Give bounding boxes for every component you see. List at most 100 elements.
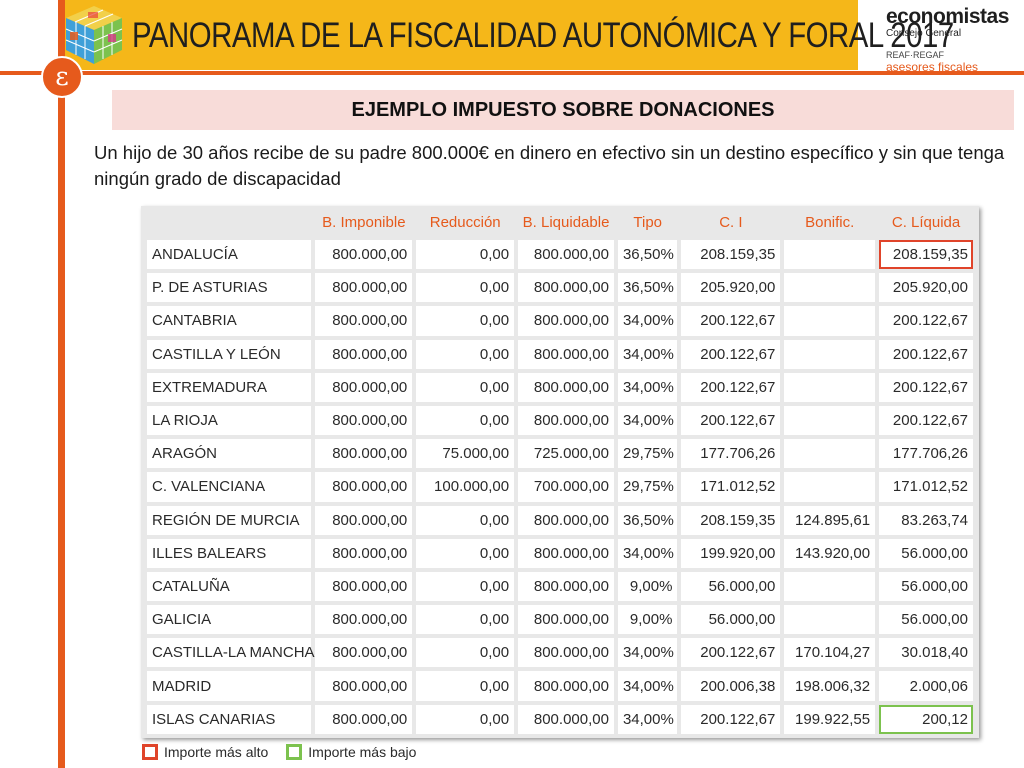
brand-tagline: asesores fiscales [886, 60, 979, 74]
legend-low-label: Importe más bajo [308, 744, 417, 760]
value-cell [784, 405, 876, 436]
value-cell: 124.895,61 [784, 505, 876, 535]
value-cell: 34,00% [617, 538, 678, 568]
value-cell: 800.000,00 [315, 605, 413, 635]
value-cell: 700.000,00 [518, 472, 614, 502]
region-cell: CANTABRIA [147, 306, 312, 336]
value-cell: 200.122,67 [879, 372, 973, 402]
value-cell [784, 240, 876, 270]
value-cell: 200.122,67 [681, 372, 781, 402]
value-cell: 205.920,00 [879, 273, 973, 303]
value-cell: 0,00 [416, 505, 515, 535]
value-cell: 800.000,00 [518, 638, 614, 668]
column-header-4: Tipo [617, 208, 678, 236]
value-cell: 36,50% [617, 273, 678, 303]
value-cell: 208.159,35 [681, 240, 781, 270]
value-cell: 34,00% [617, 306, 678, 336]
table-row: ILLES BALEARS 800.000,00 0,00 800.000,00 34,… [147, 538, 973, 568]
value-cell: 800.000,00 [315, 306, 413, 336]
value-cell: 199.920,00 [681, 538, 781, 568]
value-cell: 208.159,35 [681, 505, 781, 535]
section-title: EJEMPLO IMPUESTO SOBRE DONACIONES [112, 90, 1014, 130]
value-cell: 36,50% [617, 505, 678, 535]
brand-name: economistas [886, 5, 1009, 28]
value-cell: 800.000,00 [518, 339, 614, 369]
legend-low-swatch [286, 744, 303, 760]
value-cell: 34,00% [617, 372, 678, 402]
value-cell: 0,00 [416, 538, 515, 568]
column-header-5: C. I [681, 208, 781, 236]
value-cell: 0,00 [416, 704, 515, 734]
value-cell: 198.006,32 [784, 671, 876, 701]
left-rule [58, 0, 65, 768]
value-cell: 9,00% [617, 571, 678, 602]
value-cell [784, 306, 876, 336]
header-banner [58, 0, 858, 70]
value-cell: 34,00% [617, 339, 678, 369]
region-cell: ILLES BALEARS [147, 538, 312, 568]
region-cell: ARAGÓN [147, 439, 312, 469]
value-cell: 0,00 [416, 306, 515, 336]
column-header-0 [147, 208, 312, 236]
table-row: CASTILLA Y LEÓN 800.000,00 0,00 800.000,00 3… [147, 339, 973, 369]
header-divider [0, 71, 1024, 75]
value-cell: 2.000,06 [879, 671, 973, 701]
donations-table: B. Imponible Reducción B. Liquidable Tipo C.… [143, 204, 977, 738]
value-cell: 800.000,00 [518, 273, 614, 303]
value-cell: 800.000,00 [315, 405, 413, 436]
value-cell: 200.122,67 [681, 638, 781, 668]
legend: Importe más alto Importe más bajo [142, 744, 434, 760]
value-cell: 800.000,00 [315, 571, 413, 602]
value-cell: 29,75% [617, 472, 678, 502]
value-cell: 56.000,00 [879, 571, 973, 602]
value-cell: 800.000,00 [315, 240, 413, 270]
value-cell: 800.000,00 [518, 405, 614, 436]
value-cell: 200.122,67 [681, 704, 781, 734]
value-cell: 34,00% [617, 405, 678, 436]
region-cell: MADRID [147, 671, 312, 701]
value-cell: 0,00 [416, 240, 515, 270]
value-cell: 200.122,67 [879, 339, 973, 369]
value-cell: 800.000,00 [315, 439, 413, 469]
value-cell: 56.000,00 [681, 605, 781, 635]
value-cell: 800.000,00 [315, 273, 413, 303]
value-cell: 800.000,00 [518, 240, 614, 270]
value-cell: 0,00 [416, 372, 515, 402]
value-cell: 34,00% [617, 704, 678, 734]
table-row: C. VALENCIANA 800.000,00 100.000,00 700.000… [147, 472, 973, 502]
value-cell: 34,00% [617, 671, 678, 701]
legend-high-swatch [142, 744, 158, 760]
donations-table-panel: B. Imponible Reducción B. Liquidable Tipo C.… [141, 206, 979, 738]
column-header-6: Bonific. [784, 208, 876, 236]
table-header-row: B. Imponible Reducción B. Liquidable Tipo C.… [147, 208, 973, 236]
region-cell: EXTREMADURA [147, 372, 312, 402]
table-row: CASTILLA-LA MANCHA 800.000,00 0,00 800.000,… [147, 638, 973, 668]
value-cell [784, 472, 876, 502]
value-cell: 800.000,00 [315, 372, 413, 402]
value-cell: 0,00 [416, 638, 515, 668]
value-cell: 170.104,27 [784, 638, 876, 668]
region-cell: ISLAS CANARIAS [147, 704, 312, 734]
legend-item-low: Importe más bajo [286, 744, 416, 760]
intro-paragraph: Un hijo de 30 años recibe de su padre 80… [94, 142, 1005, 189]
economistas-badge-icon: ɛ [41, 56, 83, 98]
table-row: CATALUÑA 800.000,00 0,00 800.000,00 9,00% 56.… [147, 571, 973, 602]
value-cell: 0,00 [416, 405, 515, 436]
table-row: GALICIA 800.000,00 0,00 800.000,00 9,00% 56.0… [147, 605, 973, 635]
value-cell: 800.000,00 [315, 704, 413, 734]
value-cell [784, 372, 876, 402]
table-row: CANTABRIA 800.000,00 0,00 800.000,00 34,00% 2… [147, 306, 973, 336]
region-cell: CATALUÑA [147, 571, 312, 602]
region-cell: CASTILLA Y LEÓN [147, 339, 312, 369]
column-header-2: Reducción [416, 208, 515, 236]
table-row: REGIÓN DE MURCIA 800.000,00 0,00 800.000,00… [147, 505, 973, 535]
value-cell: 177.706,26 [681, 439, 781, 469]
value-cell [784, 273, 876, 303]
page-title: PANORAMA DE LA FISCALIDAD AUTONÓMICA Y F… [132, 16, 954, 55]
value-cell: 200.006,38 [681, 671, 781, 701]
table-row: ANDALUCÍA 800.000,00 0,00 800.000,00 36,50% 2… [147, 240, 973, 270]
value-cell: 75.000,00 [416, 439, 515, 469]
value-cell: 725.000,00 [518, 439, 614, 469]
brand-org: REAF·REGAF [886, 50, 945, 60]
column-header-3: B. Liquidable [518, 208, 614, 236]
